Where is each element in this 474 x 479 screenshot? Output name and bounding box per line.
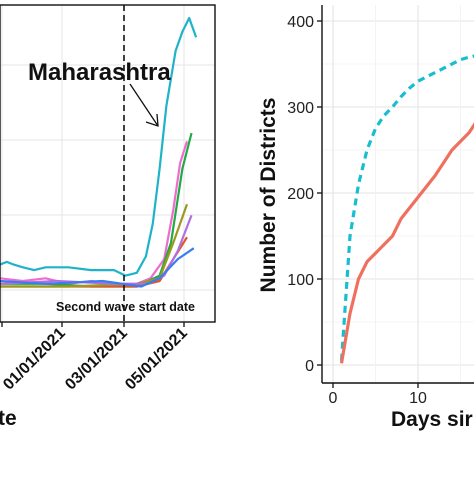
right-x-ticks: 0 10 bbox=[329, 383, 427, 407]
left-chart-panel: Maharashtra Second wave start date 01/01… bbox=[0, 5, 215, 430]
right-plot-background bbox=[322, 5, 474, 383]
maharashtra-annotation: Maharashtra bbox=[28, 59, 171, 86]
right-y-ticks: 0 100 200 300 400 bbox=[287, 14, 322, 375]
right-x-tick-label: 10 bbox=[409, 390, 427, 407]
right-chart-panel: 0 100 200 300 400 0 10 Number of Districts Da… bbox=[257, 5, 474, 431]
left-x-tick-label: 03/01/2021 bbox=[62, 325, 131, 394]
right-y-tick-label: 100 bbox=[287, 272, 314, 289]
right-y-axis-label: Number of Districts bbox=[257, 98, 280, 293]
second-wave-label: Second wave start date bbox=[56, 300, 195, 314]
right-y-tick-label: 200 bbox=[287, 186, 314, 203]
right-y-tick-label: 300 bbox=[287, 100, 314, 117]
right-x-tick-label: 0 bbox=[329, 390, 338, 407]
left-x-tick-label: 05/01/2021 bbox=[122, 325, 191, 394]
right-y-tick-label: 400 bbox=[287, 14, 314, 31]
right-y-tick-label: 0 bbox=[305, 358, 314, 375]
right-x-axis-label: Days sir bbox=[391, 408, 473, 431]
left-x-tick-label: 01/01/2021 bbox=[0, 325, 69, 394]
left-x-axis-label: te bbox=[0, 407, 17, 430]
